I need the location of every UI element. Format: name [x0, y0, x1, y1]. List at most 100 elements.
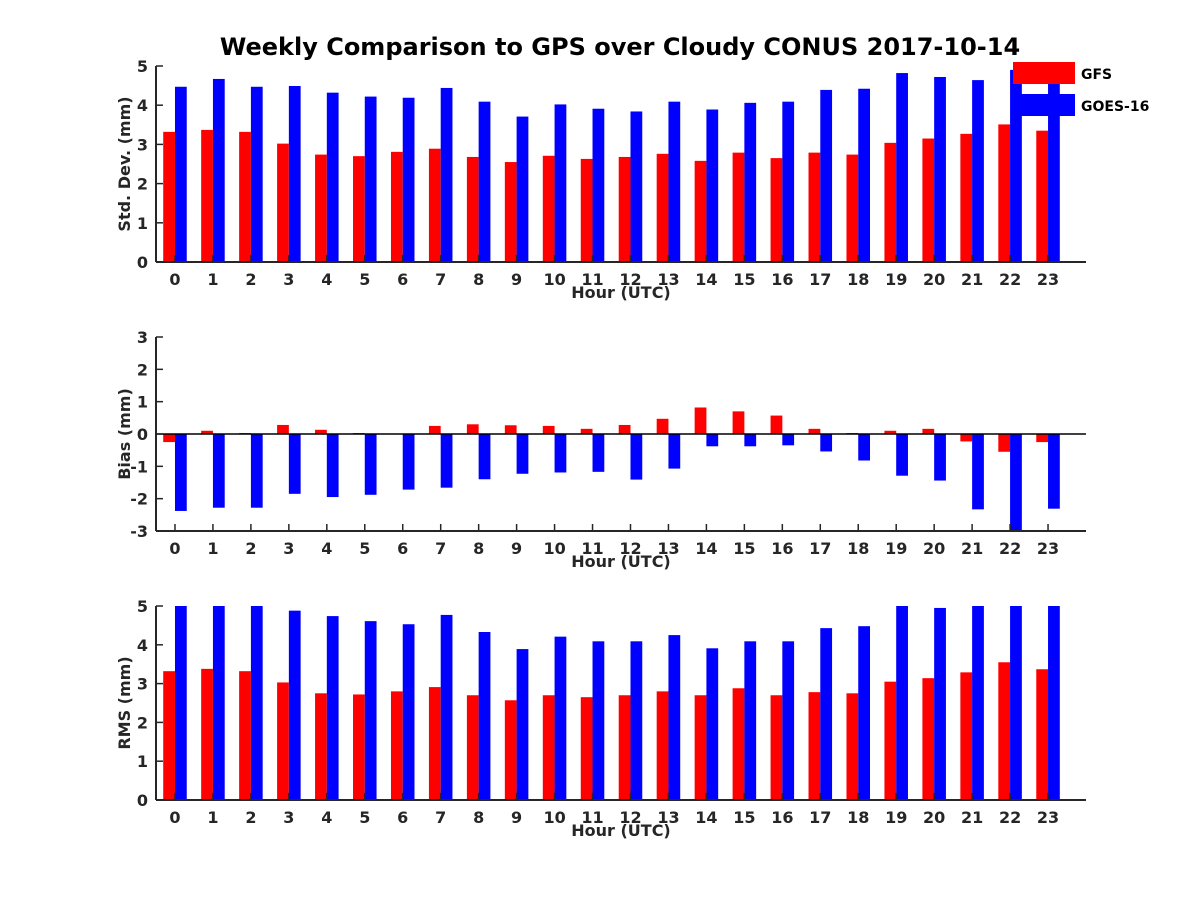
- bar-gfs-hour-12: [618, 156, 631, 262]
- x-tick-label-bias: 23: [1037, 539, 1059, 558]
- x-tick-label-std-dev: 15: [733, 270, 755, 289]
- bar-goes16-hour-14: [706, 648, 719, 800]
- x-tick-label-rms: 13: [657, 808, 679, 827]
- bar-gfs-hour-2: [239, 671, 251, 800]
- x-tick-label-rms: 7: [435, 808, 446, 827]
- bar-goes16-hour-18: [858, 626, 871, 800]
- bar-gfs-hour-19: [884, 430, 897, 434]
- x-tick-label-rms: 11: [581, 808, 603, 827]
- bar-goes16-hour-15: [744, 434, 757, 447]
- x-tick-label-rms: 9: [511, 808, 522, 827]
- bar-goes16-hour-0: [174, 86, 187, 262]
- bar-gfs-hour-9: [504, 162, 517, 262]
- y-tick-label-std-dev: 0: [137, 253, 148, 272]
- bar-gfs-hour-23: [1036, 130, 1049, 262]
- bar-gfs-hour-7: [428, 425, 441, 434]
- x-tick-label-bias: 15: [733, 539, 755, 558]
- bar-goes16-hour-2: [250, 86, 263, 262]
- bar-gfs-hour-8: [466, 156, 479, 262]
- x-tick-label-rms: 19: [885, 808, 907, 827]
- x-tick-label-bias: 17: [809, 539, 831, 558]
- bar-goes16-hour-5: [364, 621, 377, 800]
- bar-goes16-hour-3: [288, 85, 301, 263]
- y-tick-label-bias: -3: [130, 522, 148, 541]
- bar-goes16-hour-18: [858, 88, 871, 263]
- bar-gfs-hour-21: [960, 434, 973, 442]
- bar-goes16-hour-15: [744, 102, 757, 262]
- bar-gfs-hour-16: [770, 695, 783, 800]
- bar-gfs-hour-19: [884, 142, 897, 262]
- x-tick-label-bias: 0: [169, 539, 180, 558]
- x-tick-label-bias: 3: [283, 539, 294, 558]
- bar-gfs-hour-17: [808, 692, 821, 800]
- x-tick-label-std-dev: 8: [473, 270, 484, 289]
- x-tick-label-bias: 12: [619, 539, 641, 558]
- bar-gfs-hour-7: [428, 687, 441, 800]
- x-tick-label-std-dev: 5: [359, 270, 370, 289]
- bar-goes16-hour-1: [212, 434, 225, 508]
- y-tick-label-rms: 0: [137, 791, 148, 810]
- bar-gfs-hour-21: [960, 672, 973, 800]
- bar-gfs-hour-3: [277, 682, 289, 800]
- x-tick-label-bias: 7: [435, 539, 446, 558]
- series-gfs: [163, 124, 1049, 262]
- x-tick-label-bias: 18: [847, 539, 869, 558]
- x-tick-label-rms: 21: [961, 808, 983, 827]
- bar-goes16-hour-5: [364, 434, 377, 495]
- legend-swatch-gfs: [1013, 62, 1075, 84]
- x-tick-label-std-dev: 21: [961, 270, 983, 289]
- x-tick-label-std-dev: 7: [435, 270, 446, 289]
- bar-goes16-hour-21: [972, 434, 984, 510]
- bar-gfs-hour-16: [770, 415, 783, 434]
- x-tick-label-std-dev: 18: [847, 270, 869, 289]
- bar-goes16-hour-14: [706, 109, 719, 262]
- bar-goes16-hour-13: [668, 635, 681, 800]
- legend: GFS GOES-16: [1013, 62, 1149, 116]
- bar-gfs-hour-15: [732, 411, 745, 434]
- bar-gfs-hour-20: [922, 138, 935, 262]
- x-tick-label-std-dev: 12: [619, 270, 641, 289]
- bar-goes16-hour-21: [972, 80, 984, 262]
- x-tick-label-bias: 6: [397, 539, 408, 558]
- figure-title: Weekly Comparison to GPS over Cloudy CON…: [220, 33, 1020, 61]
- bar-gfs-hour-14: [694, 160, 707, 262]
- bar-gfs-hour-9: [504, 700, 517, 800]
- x-tick-label-std-dev: 11: [581, 270, 603, 289]
- bar-goes16-hour-11: [592, 434, 605, 472]
- y-tick-label-rms: 1: [137, 752, 148, 771]
- x-tick-label-bias: 1: [207, 539, 218, 558]
- bar-gfs-hour-14: [694, 695, 707, 800]
- x-tick-label-bias: 8: [473, 539, 484, 558]
- bar-goes16-hour-8: [478, 434, 491, 480]
- bar-goes16-hour-20: [934, 607, 946, 800]
- bar-goes16-hour-12: [630, 641, 643, 800]
- legend-label-gfs: GFS: [1081, 67, 1112, 83]
- bar-gfs-hour-13: [656, 691, 669, 800]
- y-tick-label-bias: 1: [137, 393, 148, 412]
- bar-goes16-hour-2: [250, 434, 263, 508]
- x-tick-label-rms: 10: [543, 808, 565, 827]
- x-tick-label-std-dev: 9: [511, 270, 522, 289]
- bar-goes16-hour-22: [1010, 69, 1022, 262]
- bar-goes16-hour-10: [554, 434, 567, 473]
- x-tick-label-std-dev: 22: [999, 270, 1021, 289]
- bar-gfs-hour-1: [201, 668, 213, 800]
- bar-goes16-hour-4: [326, 434, 339, 498]
- series-goes16: [174, 434, 1060, 531]
- bar-goes16-hour-11: [592, 641, 605, 800]
- y-tick-label-std-dev: 5: [137, 57, 148, 76]
- y-tick-label-std-dev: 3: [137, 135, 148, 154]
- x-tick-label-rms: 5: [359, 808, 370, 827]
- bar-gfs-hour-23: [1036, 434, 1049, 443]
- x-axis-label-std-dev: Hour (UTC): [571, 283, 671, 302]
- bar-goes16-hour-8: [478, 101, 491, 262]
- x-tick-label-rms: 18: [847, 808, 869, 827]
- bar-gfs-hour-9: [504, 425, 517, 434]
- bar-goes16-hour-22: [1010, 434, 1022, 531]
- x-axis-label-rms: Hour (UTC): [571, 821, 671, 840]
- bar-goes16-hour-19: [896, 434, 908, 476]
- bar-gfs-hour-22: [998, 662, 1011, 800]
- x-tick-label-rms: 22: [999, 808, 1021, 827]
- x-tick-label-rms: 15: [733, 808, 755, 827]
- x-tick-label-std-dev: 3: [283, 270, 294, 289]
